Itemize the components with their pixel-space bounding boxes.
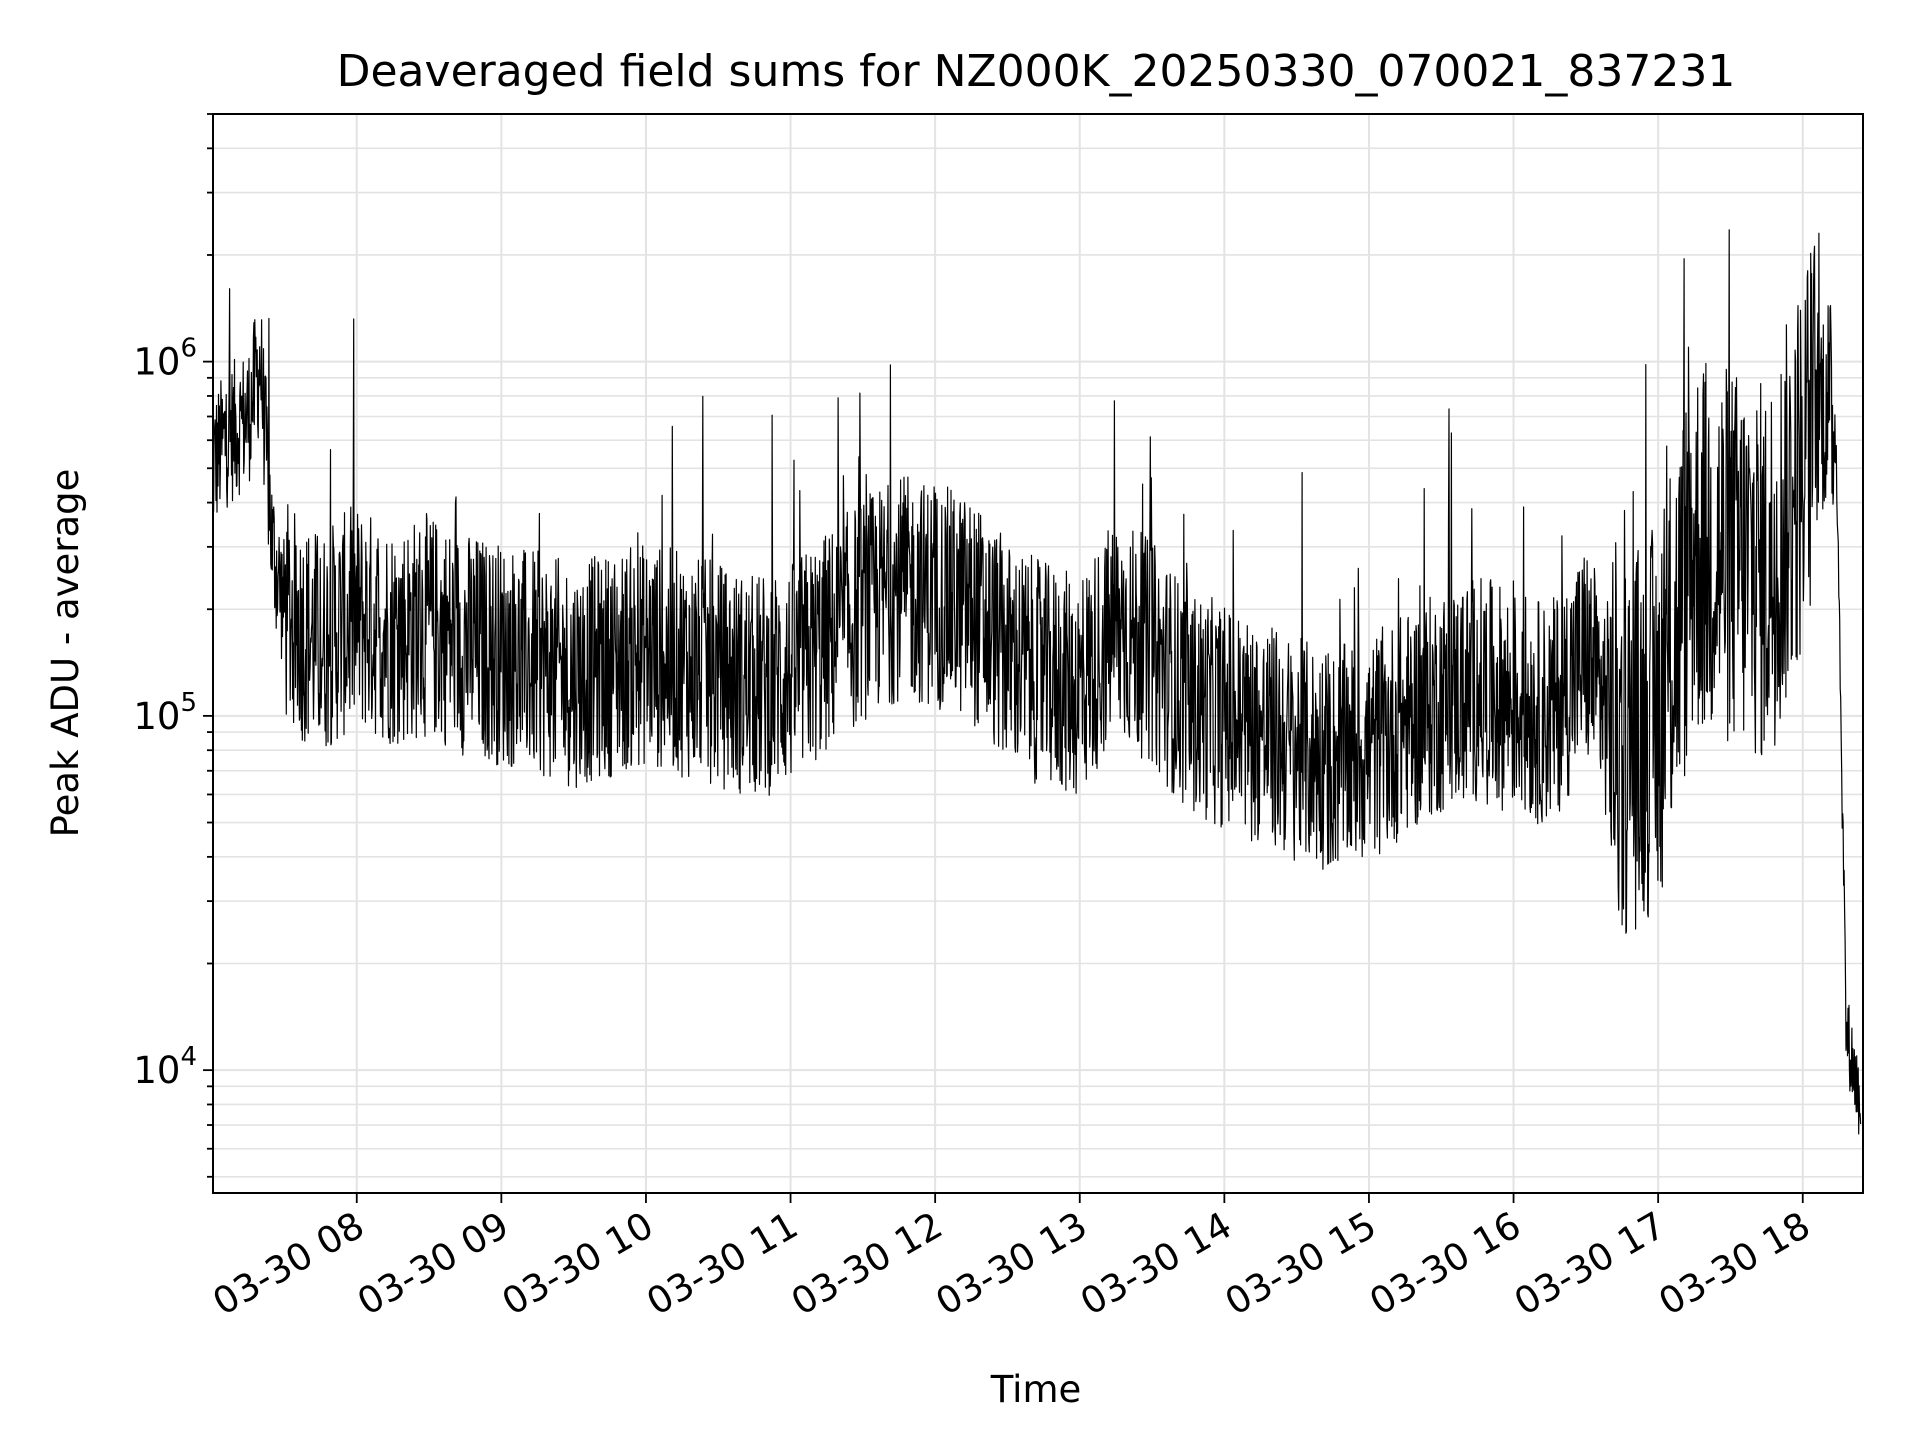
y-tick-label: 105 <box>133 688 197 738</box>
y-tick-label: 106 <box>133 334 197 384</box>
y-tick-label: 104 <box>133 1042 197 1092</box>
plot-frame <box>212 113 1864 1194</box>
chart-title: Deaveraged field sums for NZ000K_2025033… <box>337 46 1736 97</box>
series-line <box>213 229 1862 1135</box>
y-axis: 104 105 106 <box>133 113 213 1178</box>
x-axis-label: Time <box>990 1368 1082 1411</box>
grid <box>213 113 1863 1193</box>
y-axis-label: Peak ADU - average <box>44 469 87 838</box>
